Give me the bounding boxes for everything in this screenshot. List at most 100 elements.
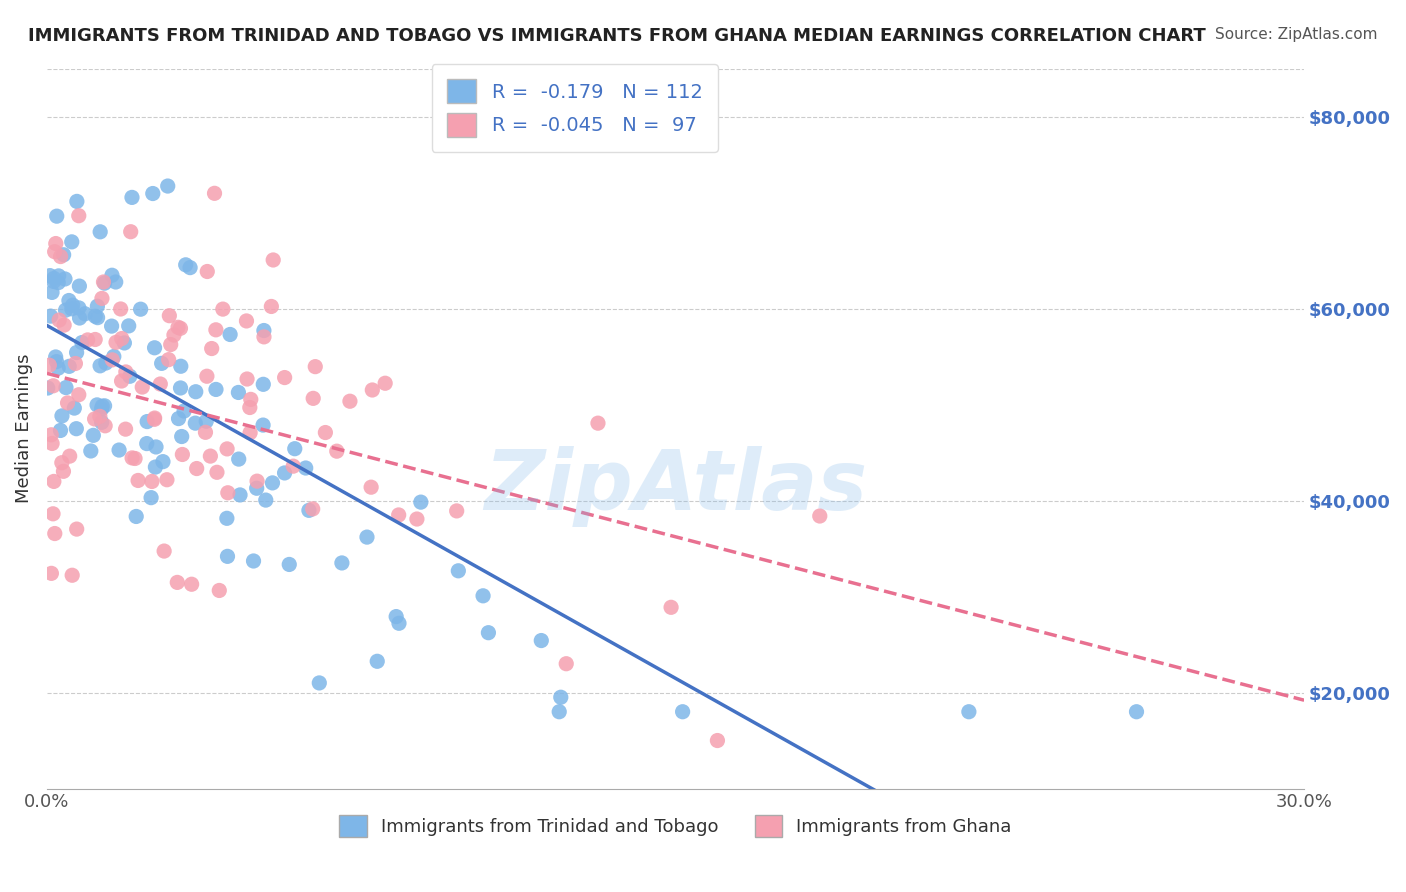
Point xyxy=(262,252,284,267)
Point xyxy=(136,415,159,429)
Point xyxy=(48,313,70,327)
Point xyxy=(112,335,135,350)
Point xyxy=(360,480,382,494)
Point xyxy=(69,311,91,326)
Point xyxy=(304,359,326,374)
Point xyxy=(149,377,172,392)
Point xyxy=(173,404,195,418)
Point xyxy=(91,292,114,306)
Point xyxy=(104,275,127,289)
Point xyxy=(957,705,980,719)
Point xyxy=(252,377,274,392)
Point xyxy=(201,342,224,356)
Point xyxy=(1125,705,1147,719)
Point xyxy=(60,568,83,582)
Point xyxy=(73,307,96,321)
Point xyxy=(67,279,90,293)
Point xyxy=(174,258,197,272)
Point xyxy=(217,485,239,500)
Point xyxy=(253,330,276,344)
Point xyxy=(93,399,115,413)
Point xyxy=(100,319,122,334)
Point xyxy=(361,383,384,397)
Point xyxy=(110,301,132,316)
Point xyxy=(41,436,63,450)
Point xyxy=(179,260,201,275)
Point xyxy=(388,616,411,631)
Point xyxy=(228,385,250,400)
Point xyxy=(44,526,66,541)
Point xyxy=(114,365,136,379)
Point xyxy=(366,654,388,668)
Point xyxy=(229,488,252,502)
Point xyxy=(121,190,143,204)
Point xyxy=(45,354,67,368)
Point xyxy=(46,276,69,290)
Point xyxy=(80,444,103,458)
Point xyxy=(166,575,188,590)
Point xyxy=(284,442,307,456)
Point xyxy=(59,449,82,463)
Point xyxy=(308,676,330,690)
Point xyxy=(150,356,173,370)
Point xyxy=(89,225,111,239)
Point xyxy=(42,275,65,289)
Point xyxy=(204,186,226,201)
Point xyxy=(184,416,207,430)
Point xyxy=(48,268,70,283)
Point xyxy=(167,411,190,425)
Point xyxy=(194,425,217,440)
Point xyxy=(294,461,316,475)
Point xyxy=(167,320,190,334)
Point xyxy=(215,511,238,525)
Point xyxy=(169,321,191,335)
Point xyxy=(385,609,408,624)
Point xyxy=(67,209,90,223)
Point xyxy=(170,429,193,443)
Point xyxy=(172,448,194,462)
Point xyxy=(157,352,180,367)
Point xyxy=(409,495,432,509)
Point xyxy=(44,244,66,259)
Point xyxy=(51,456,73,470)
Point xyxy=(70,335,93,350)
Point xyxy=(42,507,65,521)
Point xyxy=(163,328,186,343)
Point xyxy=(447,564,470,578)
Point xyxy=(659,600,682,615)
Point xyxy=(66,194,89,209)
Point xyxy=(42,378,65,392)
Point xyxy=(131,380,153,394)
Point xyxy=(65,345,87,359)
Point xyxy=(90,401,112,416)
Point xyxy=(808,508,831,523)
Point xyxy=(169,381,191,395)
Point xyxy=(550,690,572,705)
Point xyxy=(156,473,179,487)
Point xyxy=(58,359,80,374)
Point xyxy=(254,493,277,508)
Point xyxy=(65,422,87,436)
Point xyxy=(41,566,63,581)
Point xyxy=(388,508,411,522)
Point xyxy=(93,276,115,290)
Point xyxy=(548,705,571,719)
Point xyxy=(219,327,242,342)
Point xyxy=(330,556,353,570)
Point xyxy=(212,302,235,317)
Point xyxy=(125,509,148,524)
Point xyxy=(94,418,117,433)
Point xyxy=(186,461,208,475)
Text: IMMIGRANTS FROM TRINIDAD AND TOBAGO VS IMMIGRANTS FROM GHANA MEDIAN EARNINGS COR: IMMIGRANTS FROM TRINIDAD AND TOBAGO VS I… xyxy=(28,27,1206,45)
Point xyxy=(82,428,104,442)
Point xyxy=(105,335,128,350)
Point xyxy=(246,481,269,495)
Point xyxy=(124,451,146,466)
Point xyxy=(38,358,60,372)
Point xyxy=(152,455,174,469)
Point xyxy=(53,272,76,286)
Point xyxy=(101,268,124,283)
Point xyxy=(52,464,75,478)
Point xyxy=(91,399,114,413)
Point xyxy=(55,303,77,318)
